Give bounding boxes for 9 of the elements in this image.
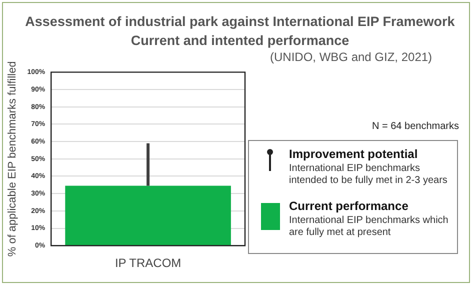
text: Current performance: [289, 199, 408, 213]
text: International EIP benchmarks intended to be fully met in 2-3 years: [289, 163, 448, 187]
chart-title: Assessment of industrial park against International EIP Framework Current and intented performance: [24, 13, 456, 50]
text: (UNIDO, WBG and GIZ, 2021): [270, 50, 432, 64]
text: International EIP benchmarks which are fully met at present: [289, 215, 450, 239]
text: N = 64 benchmarks: [372, 121, 459, 132]
x-tick-label: IP TRACOM: [114, 256, 182, 270]
text: Improvement potential: [289, 147, 418, 161]
y-axis-title: % of applicable EIP benchmarks fulfilled: [6, 61, 19, 257]
